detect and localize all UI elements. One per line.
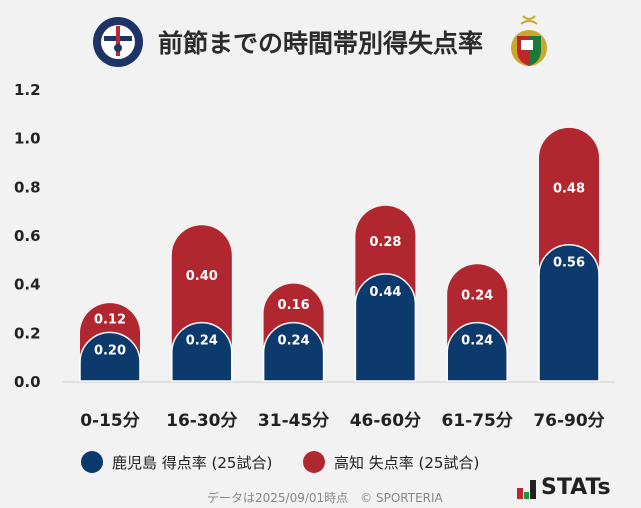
data-label-kochi: 0.12 (94, 313, 126, 328)
legend-label: 鹿児島 得点率 (25試合) (112, 453, 273, 472)
y-tick-label: 1.2 (14, 81, 41, 99)
data-label-kagoshima: 0.24 (278, 334, 310, 349)
x-tick-label: 31-45分 (258, 411, 329, 431)
x-tick-label: 16-30分 (166, 411, 237, 431)
bar-kagoshima-scored (79, 331, 141, 382)
legend-item-kochi: 高知 失点率 (25試合) (303, 451, 479, 473)
stats-brand: STATs (517, 477, 611, 499)
y-tick-label: 0.0 (14, 373, 41, 391)
kochi-logo (511, 15, 547, 66)
x-tick-label: 61-75分 (442, 411, 513, 431)
legend-item-kagoshima: 鹿児島 得点率 (25試合) (81, 451, 272, 473)
stats-logo-icon (517, 480, 536, 499)
legend-label: 高知 失点率 (25試合) (334, 453, 480, 472)
data-label-kochi: 0.48 (553, 181, 585, 196)
data-label-kochi: 0.24 (461, 288, 493, 303)
data-label-kagoshima: 0.24 (186, 334, 218, 349)
data-label-kagoshima: 0.56 (553, 256, 585, 271)
y-tick-label: 0.2 (14, 324, 41, 342)
y-tick-label: 0.6 (14, 227, 41, 245)
data-label-kagoshima: 0.44 (369, 285, 401, 300)
bar-kagoshima-scored (262, 321, 325, 382)
x-tick-label: 0-15分 (80, 411, 140, 431)
bar-kagoshima-scored (446, 321, 508, 382)
legend-swatch (81, 451, 103, 473)
data-label-kagoshima: 0.24 (461, 334, 493, 349)
bar-kagoshima-scored (171, 321, 233, 382)
x-tick-label: 46-60分 (350, 411, 421, 431)
y-tick-label: 1.0 (14, 130, 41, 148)
footer-note: データは2025/09/01時点 © SPORTERIA (207, 491, 443, 505)
bar-kagoshima-scored (354, 273, 417, 382)
y-tick-label: 0.4 (14, 276, 41, 294)
data-label-kagoshima: 0.20 (94, 343, 126, 358)
chart-title: 前節までの時間帯別得失点率 (157, 29, 483, 58)
x-tick-label: 76-90分 (533, 411, 604, 431)
data-label-kochi: 0.40 (186, 269, 218, 284)
stats-wordmark: STATs (541, 475, 611, 500)
kagoshima-logo (93, 17, 143, 67)
y-tick-label: 0.8 (14, 178, 41, 196)
data-label-kochi: 0.28 (369, 235, 401, 250)
bar-chart: 0.0 0.2 0.4 0.6 0.8 1.0 1.2 0.12 0.20 0-15分 0.40 0.… (14, 81, 615, 431)
legend-swatch (303, 451, 325, 473)
data-label-kochi: 0.16 (278, 298, 310, 313)
bar-kagoshima-scored (538, 244, 600, 382)
